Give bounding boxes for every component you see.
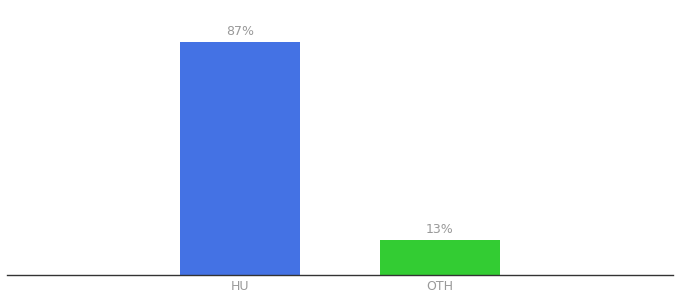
Text: 87%: 87% <box>226 25 254 38</box>
Bar <box>180 42 300 275</box>
Bar <box>380 240 500 275</box>
Text: 13%: 13% <box>426 223 454 236</box>
